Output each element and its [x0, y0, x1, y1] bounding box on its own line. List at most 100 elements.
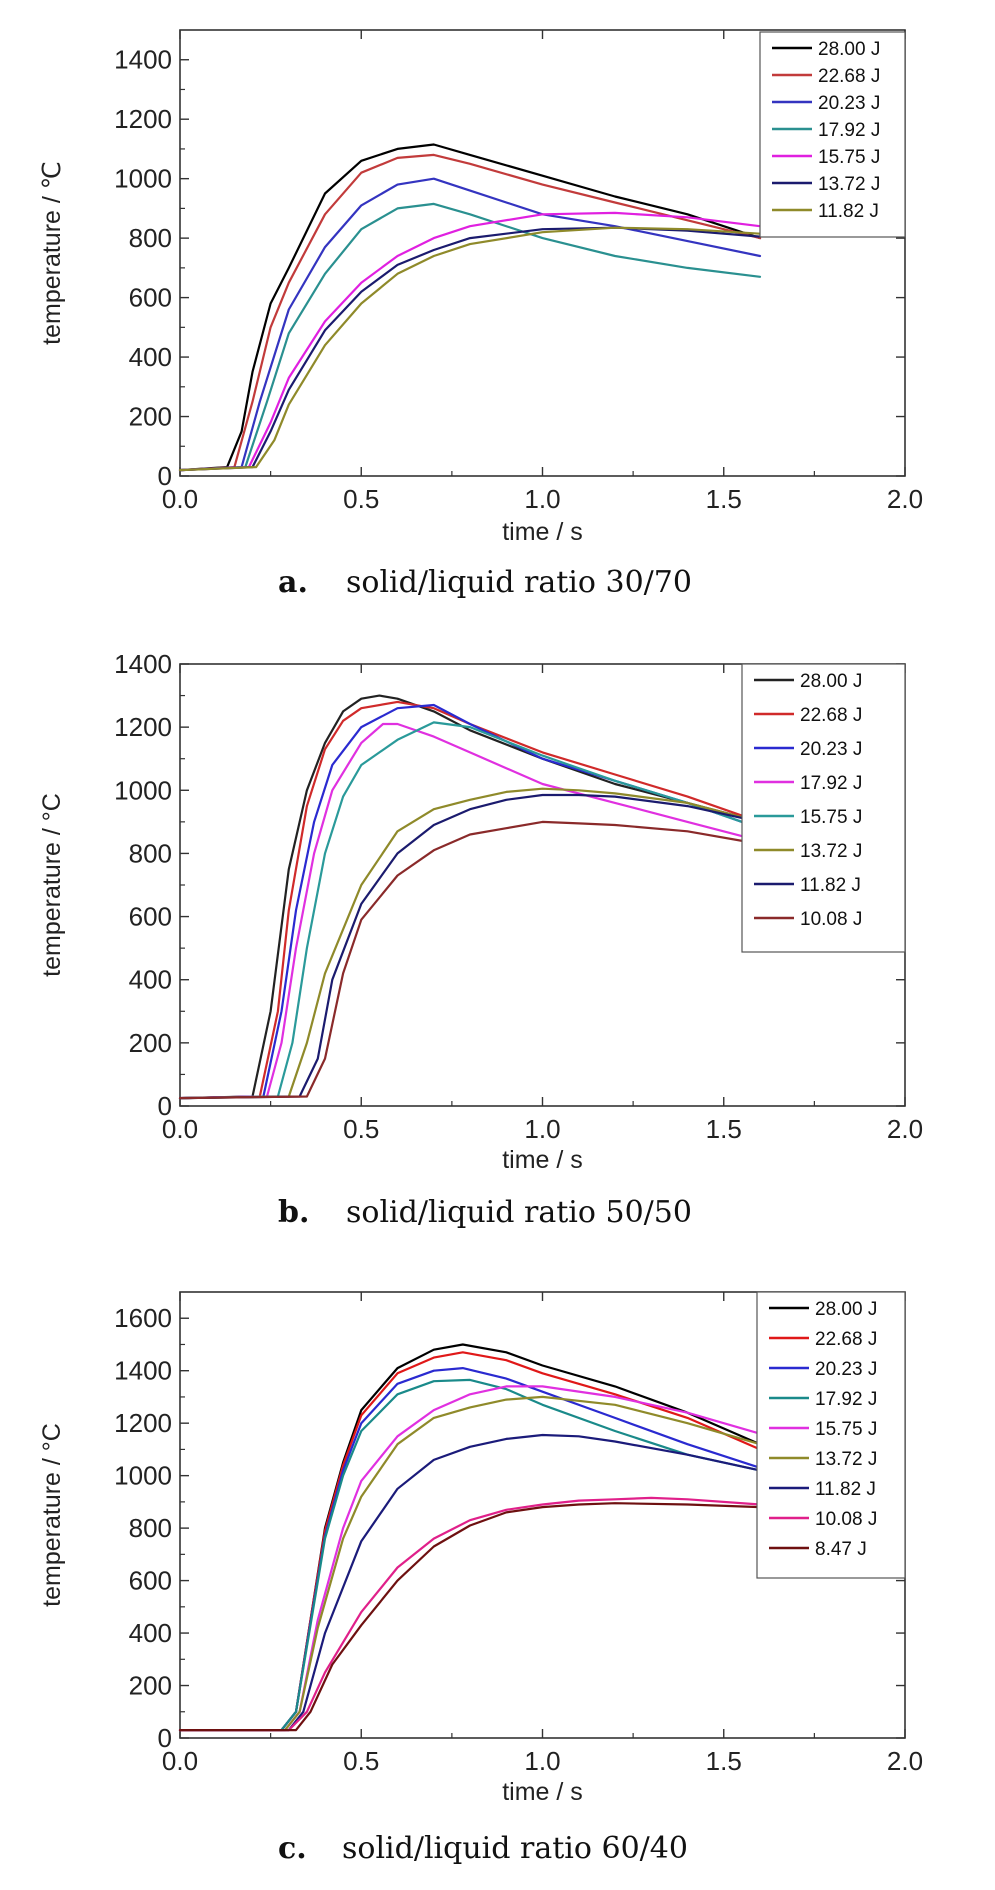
x-tick-label: 0.5	[343, 1114, 379, 1144]
series-line-2	[178, 177, 762, 472]
legend-label: 15.75 J	[800, 807, 862, 828]
series-line-4	[178, 721, 762, 1100]
y-axis-title: temperature / °C	[38, 1423, 66, 1607]
series-line-2	[178, 1366, 762, 1732]
caption-letter: b.	[278, 1195, 309, 1230]
series-line-7	[178, 820, 762, 1100]
x-tick-label: 0.0	[162, 1746, 198, 1776]
y-tick-label: 800	[129, 223, 172, 253]
x-tick-label: 0.0	[162, 1114, 198, 1144]
legend-label: 22.68 J	[800, 705, 862, 726]
x-tick-label: 1.0	[524, 484, 560, 514]
y-tick-label: 1200	[114, 1408, 172, 1438]
series-line-6	[178, 793, 762, 1100]
y-tick-label: 400	[129, 342, 172, 372]
y-tick-label: 200	[129, 1671, 172, 1701]
series-line-0	[178, 143, 762, 472]
caption-letter: a.	[278, 565, 308, 600]
legend-label: 15.75 J	[818, 147, 880, 168]
legend-label: 8.47 J	[815, 1539, 867, 1560]
legend: 28.00 J 22.68 J 20.23 J 17.92 J 15.75 J 13.72…	[756, 1291, 906, 1579]
series-line-6	[178, 1433, 762, 1732]
legend-label: 20.23 J	[818, 93, 880, 114]
y-tick-label: 1400	[114, 649, 172, 679]
legend-label: 10.08 J	[815, 1509, 877, 1530]
legend-label: 17.92 J	[800, 773, 862, 794]
x-axis-title: time / s	[502, 518, 583, 546]
x-tick-label: 1.0	[524, 1114, 560, 1144]
series-line-3	[178, 202, 762, 472]
y-tick-label: 600	[129, 1566, 172, 1596]
x-tick-label: 1.0	[524, 1746, 560, 1776]
x-tick-label: 2.0	[887, 1746, 923, 1776]
legend-box	[741, 663, 906, 953]
series-line-3	[178, 1378, 762, 1732]
series-line-1	[178, 153, 762, 472]
y-tick-label: 0	[158, 1723, 172, 1753]
x-axis-title: time / s	[502, 1146, 583, 1174]
y-tick-label: 1000	[114, 164, 172, 194]
series-line-8	[178, 1502, 762, 1732]
series-line-0	[178, 1343, 762, 1732]
series-line-6	[178, 226, 762, 472]
y-tick-label: 400	[129, 965, 172, 995]
legend: 28.00 J 22.68 J 20.23 J 17.92 J 15.75 J 13.72…	[741, 663, 906, 953]
y-axis-title: temperature / ℃	[38, 161, 66, 345]
y-tick-label: 800	[129, 838, 172, 868]
caption-letter: c.	[278, 1831, 307, 1866]
x-tick-label: 1.5	[706, 484, 742, 514]
legend-label: 28.00 J	[818, 39, 880, 60]
chart-panel-a: 0.0 0.5 1.0 1.5 2.0 0 200 400 600 800 1000 1200 1400…	[38, 29, 923, 600]
series-line-5	[178, 787, 762, 1100]
series-line-0	[178, 694, 762, 1100]
series-line-5	[178, 1395, 762, 1732]
y-tick-label: 0	[158, 1091, 172, 1121]
x-tick-label: 0.5	[343, 1746, 379, 1776]
chart-panel-c: 0.0 0.5 1.0 1.5 2.0 0 200 400 600 800 1000 1200 1400…	[38, 1291, 923, 1866]
y-tick-label: 600	[129, 902, 172, 932]
legend-box	[756, 1291, 906, 1579]
series-line-1	[178, 700, 762, 1100]
legend-label: 11.82 J	[818, 201, 879, 222]
legend-label: 22.68 J	[818, 66, 880, 87]
y-tick-label: 600	[129, 283, 172, 313]
legend-label: 13.72 J	[818, 174, 880, 195]
legend-label: 13.72 J	[800, 841, 862, 862]
y-tick-label: 1200	[114, 712, 172, 742]
legend-label: 22.68 J	[815, 1329, 877, 1350]
y-tick-label: 400	[129, 1618, 172, 1648]
caption-text: solid/liquid ratio 30/70	[346, 565, 692, 600]
x-tick-label: 0.5	[343, 484, 379, 514]
caption-text: solid/liquid ratio 60/40	[342, 1831, 688, 1866]
legend-label: 28.00 J	[815, 1299, 877, 1320]
legend-label: 13.72 J	[815, 1449, 877, 1470]
y-tick-label: 200	[129, 1028, 172, 1058]
legend-label: 11.82 J	[815, 1479, 876, 1500]
legend-label: 15.75 J	[815, 1419, 877, 1440]
chart-panel-b: 0.0 0.5 1.0 1.5 2.0 0 200 400 600 800 1000 1200 1400…	[38, 649, 923, 1230]
y-tick-label: 1400	[114, 45, 172, 75]
legend-label: 28.00 J	[800, 671, 862, 692]
x-axis-title: time / s	[502, 1778, 583, 1806]
legend-label: 20.23 J	[815, 1359, 877, 1380]
y-tick-label: 200	[129, 402, 172, 432]
caption-text: solid/liquid ratio 50/50	[346, 1195, 692, 1230]
series-line-3	[178, 722, 762, 1100]
y-tick-label: 1200	[114, 104, 172, 134]
x-tick-label: 1.5	[706, 1114, 742, 1144]
y-axis-title: temperature / °C	[38, 793, 66, 977]
y-tick-label: 0	[158, 461, 172, 491]
x-tick-label: 2.0	[887, 484, 923, 514]
y-tick-label: 1000	[114, 1461, 172, 1491]
legend-label: 17.92 J	[818, 120, 880, 141]
legend-label: 20.23 J	[800, 739, 862, 760]
x-tick-label: 2.0	[887, 1114, 923, 1144]
y-tick-label: 1000	[114, 775, 172, 805]
x-tick-label: 0.0	[162, 484, 198, 514]
legend: 28.00 J 22.68 J 20.23 J 17.92 J 15.75 J 13.72…	[759, 31, 906, 238]
y-tick-label: 800	[129, 1513, 172, 1543]
series-line-7	[178, 1496, 762, 1732]
y-tick-label: 1400	[114, 1356, 172, 1386]
x-tick-label: 1.5	[706, 1746, 742, 1776]
